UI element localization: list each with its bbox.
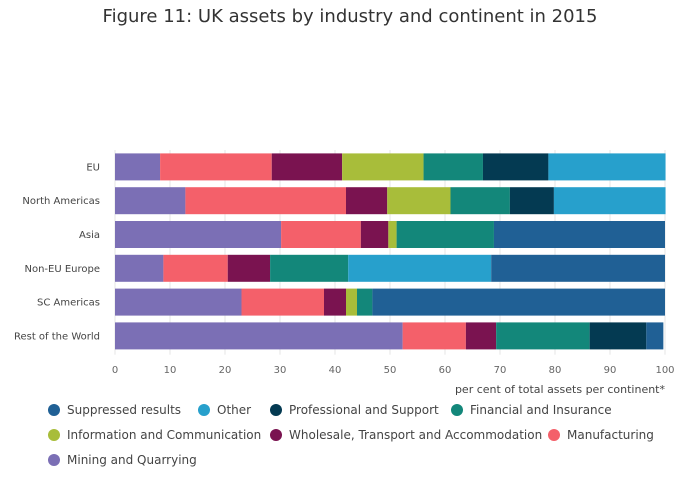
bar-segment[interactable] xyxy=(324,288,346,316)
x-axis-title: per cent of total assets per continent* xyxy=(455,383,666,396)
bar-segment[interactable] xyxy=(493,221,665,248)
legend-item[interactable]: Financial and Insurance xyxy=(451,403,612,417)
bar-segment[interactable] xyxy=(360,221,389,248)
legend-item[interactable]: Mining and Quarrying xyxy=(48,453,197,467)
legend-item[interactable]: Information and Communication xyxy=(48,428,261,442)
category-label: Rest of the World xyxy=(14,331,100,342)
bars-layer xyxy=(115,153,666,350)
bar-segment[interactable] xyxy=(509,187,554,215)
legend-swatch xyxy=(48,404,60,416)
bar-segment[interactable] xyxy=(346,187,388,215)
bar-segment[interactable] xyxy=(342,153,424,181)
legend-item[interactable]: Professional and Support xyxy=(270,403,439,417)
bar-segment[interactable] xyxy=(482,153,549,181)
x-tick-label: 10 xyxy=(164,365,177,376)
legend-item[interactable]: Suppressed results xyxy=(48,403,181,417)
x-tick-label: 20 xyxy=(219,365,232,376)
legend-label: Suppressed results xyxy=(67,403,182,417)
bar-segment[interactable] xyxy=(185,187,346,215)
bar-segment[interactable] xyxy=(396,221,494,248)
legend-swatch xyxy=(48,429,60,441)
bar-segment[interactable] xyxy=(548,153,666,181)
bar-segment[interactable] xyxy=(346,288,357,316)
legend-swatch xyxy=(270,404,282,416)
chart-plot: EU North Americas Asia Non-EU Europe SC Amer… xyxy=(14,150,675,396)
bar-segment[interactable] xyxy=(491,254,665,282)
x-tick-label: 60 xyxy=(439,365,452,376)
bar-segment[interactable] xyxy=(372,288,665,316)
legend-label: Wholesale, Transport and Accommodation xyxy=(289,428,543,442)
bar-segment[interactable] xyxy=(115,221,282,248)
bar-segment[interactable] xyxy=(115,187,186,215)
bar-segment[interactable] xyxy=(115,153,161,181)
legend-swatch xyxy=(270,429,282,441)
legend-swatch xyxy=(451,404,463,416)
x-tick-label: 100 xyxy=(655,365,674,376)
bar-segment[interactable] xyxy=(115,288,242,316)
x-tick-labels: 0 10 20 30 40 50 60 70 80 90 100 xyxy=(112,365,675,376)
bar-segment[interactable] xyxy=(589,322,647,350)
category-label: EU xyxy=(86,162,100,173)
bar-segment[interactable] xyxy=(357,288,373,316)
bar-segment[interactable] xyxy=(241,288,325,316)
category-label: SC Americas xyxy=(37,298,100,309)
category-label: Non-EU Europe xyxy=(24,264,100,275)
legend-item[interactable]: Wholesale, Transport and Accommodation xyxy=(270,428,542,442)
bar-segment[interactable] xyxy=(227,254,271,282)
bar-segment[interactable] xyxy=(115,254,164,282)
bar-segment[interactable] xyxy=(388,221,397,248)
x-tick-label: 50 xyxy=(384,365,397,376)
x-tick-label: 0 xyxy=(112,365,118,376)
legend-swatch xyxy=(198,404,210,416)
legend-label: Professional and Support xyxy=(289,403,439,417)
bar-segment[interactable] xyxy=(348,254,492,282)
bar-segment[interactable] xyxy=(646,322,664,350)
x-tick-label: 90 xyxy=(604,365,617,376)
legend-label: Mining and Quarrying xyxy=(67,453,197,467)
x-tick-label: 30 xyxy=(274,365,287,376)
legend-label: Financial and Insurance xyxy=(470,403,612,417)
legend-swatch xyxy=(548,429,560,441)
legend-label: Other xyxy=(217,403,252,417)
category-label: Asia xyxy=(79,230,100,241)
bar-segment[interactable] xyxy=(281,221,361,248)
legend-item[interactable]: Manufacturing xyxy=(548,428,654,442)
chart-title: Figure 11: UK assets by industry and con… xyxy=(102,6,598,27)
bar-segment[interactable] xyxy=(465,322,497,350)
bar-segment[interactable] xyxy=(387,187,451,215)
grid-layer xyxy=(114,150,666,355)
x-tick-label: 80 xyxy=(549,365,562,376)
legend-item[interactable]: Other xyxy=(198,403,251,417)
bar-segment[interactable] xyxy=(496,322,590,350)
bar-segment[interactable] xyxy=(270,254,349,282)
bar-segment[interactable] xyxy=(402,322,466,350)
bar-segment[interactable] xyxy=(450,187,510,215)
category-labels: EU North Americas Asia Non-EU Europe SC Amer… xyxy=(14,162,100,342)
bar-segment[interactable] xyxy=(163,254,228,282)
legend-label: Information and Communication xyxy=(67,428,262,442)
bar-segment[interactable] xyxy=(115,322,403,350)
bar-segment[interactable] xyxy=(271,153,343,181)
x-tick-label: 70 xyxy=(494,365,507,376)
bar-segment[interactable] xyxy=(423,153,483,181)
legend-swatch xyxy=(48,454,60,466)
bar-segment[interactable] xyxy=(553,187,666,215)
legend-label: Manufacturing xyxy=(567,428,654,442)
x-tick-label: 40 xyxy=(329,365,342,376)
category-label: North Americas xyxy=(22,196,100,207)
bar-segment[interactable] xyxy=(160,153,272,181)
